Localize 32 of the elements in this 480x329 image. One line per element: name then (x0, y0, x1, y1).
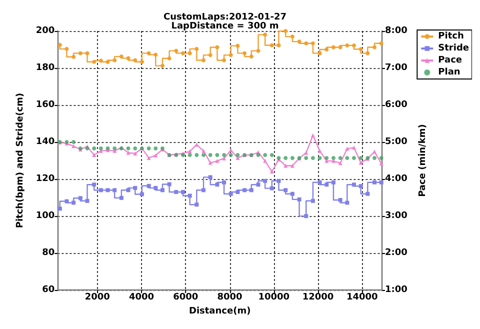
x-tick-label: 10000 (258, 292, 290, 303)
legend-label: Pace (438, 56, 462, 66)
y-tick-label: 80 (42, 248, 55, 258)
y2-tick-label: 4:00 (385, 174, 408, 184)
legend-label: Stride (438, 44, 470, 54)
x-tick-label: 8000 (217, 292, 242, 303)
y2-tick-label: 8:00 (385, 26, 408, 36)
x-tick-label: 2000 (84, 292, 110, 303)
x-tick-label: 6000 (173, 292, 198, 303)
y-axis-title: Pitch(bpm) and Stride(cm) (16, 92, 26, 228)
y-tick-label: 100 (36, 211, 55, 222)
legend-label: Pitch (438, 32, 464, 42)
y-tick-label: 60 (42, 285, 55, 296)
y2-axis-title: Pace (min/km) (418, 124, 428, 197)
y2-tick-label: 6:00 (385, 100, 408, 110)
x-tick-label: 14000 (346, 292, 378, 303)
y-tick-label: 160 (36, 100, 55, 110)
y2-tick-label: 1:00 (385, 285, 408, 296)
y-tick-label: 200 (36, 26, 55, 36)
y2-tick-label: 3:00 (385, 211, 408, 222)
chart-title: CustomLaps:2012-01-27 (163, 12, 287, 22)
y-tick-label: 180 (36, 63, 55, 74)
legend-label: Plan (438, 68, 460, 78)
x-tick-label: 12000 (302, 292, 334, 303)
y2-tick-label: 2:00 (385, 248, 408, 258)
chart-subtitle: LapDistance = 300 m (171, 22, 279, 32)
x-tick-label: 4000 (128, 292, 154, 303)
y2-tick-label: 7:00 (385, 63, 408, 74)
x-axis-title: Distance(m) (188, 306, 251, 316)
y-tick-label: 140 (36, 137, 55, 148)
y-tick-label: 120 (36, 174, 55, 184)
y2-tick-label: 5:00 (385, 137, 408, 148)
